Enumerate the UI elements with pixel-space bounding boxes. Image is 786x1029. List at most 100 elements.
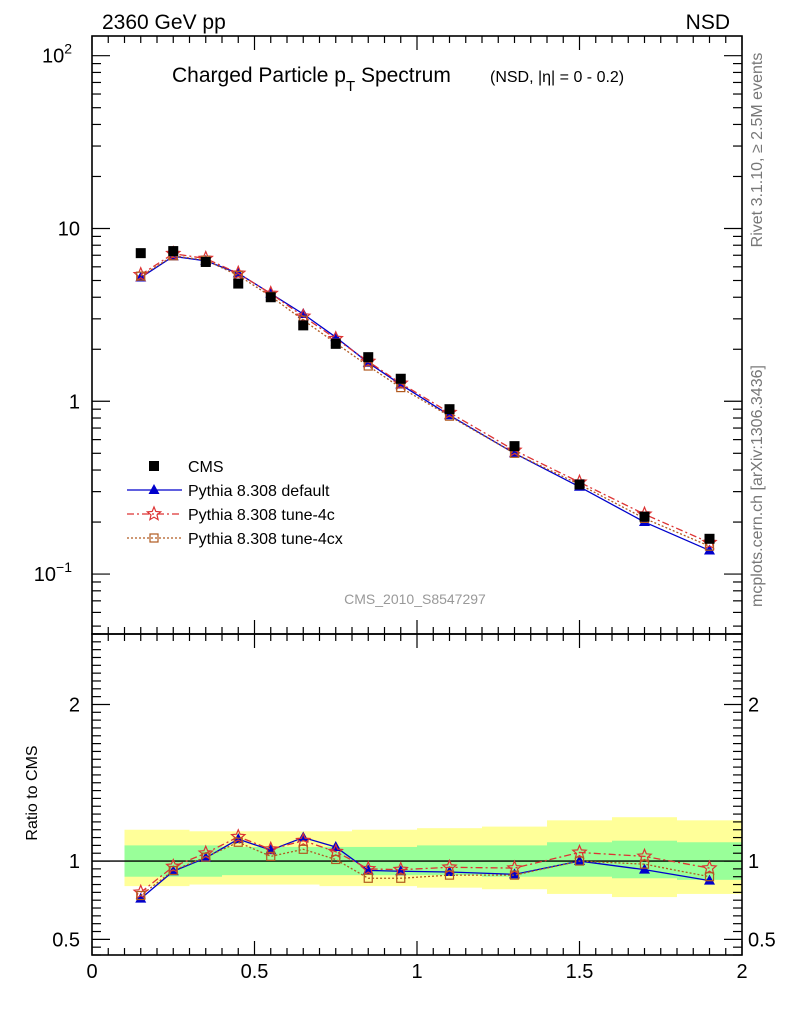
default-point [297, 307, 309, 318]
x-tick-label: 1 [411, 961, 422, 983]
tune4c-point [145, 505, 163, 521]
default-point [362, 864, 374, 875]
series-line-tune4c [140, 836, 710, 893]
x-tick-label: 2 [736, 961, 747, 983]
cms-point [509, 441, 520, 452]
ratio-y-tick-label-left: 0.5 [52, 929, 80, 951]
ratio-y-tick-label-left: 2 [69, 694, 80, 716]
tune4c-point [132, 266, 149, 282]
cms-point [395, 373, 406, 384]
default-point [704, 544, 715, 555]
default-point [148, 484, 160, 494]
tune4c-point [360, 860, 377, 876]
header-right-label: NSD [686, 11, 730, 34]
legend: CMS Pythia 8.308 default Pythia 8.308 tune… [127, 459, 343, 548]
tune4cx-point [396, 873, 406, 883]
series-tune4c [132, 245, 718, 550]
cms-point [444, 404, 455, 415]
tune4c-point [571, 843, 588, 860]
tune4cx-point [149, 533, 159, 543]
tune4cx-point [331, 854, 341, 865]
tune4c-point [165, 857, 182, 874]
tune4cx-point [509, 870, 520, 880]
y-tick-exponent: 2 [64, 41, 72, 57]
tune4c-point [197, 844, 214, 861]
tune4c-point [132, 883, 149, 900]
ratio-ylabel: Ratio to CMS [24, 745, 41, 840]
tune4c-point [392, 861, 409, 877]
analysis-label: CMS_2010_S8547297 [344, 591, 486, 607]
cms-point [265, 292, 276, 303]
ratio-y-tick-label-left: 1 [69, 851, 80, 873]
y-tick-label: 1 [69, 391, 80, 413]
header-left-label: 2360 GeV pp [102, 11, 226, 34]
ratio-y-tick-label-right: 2 [748, 694, 759, 716]
main-series-group [132, 245, 718, 555]
y-tick-exponent: −1 [56, 559, 72, 575]
default-point [135, 892, 147, 903]
tune4c-point [506, 441, 523, 458]
tune4c-point [230, 264, 247, 281]
tune4cx-point [233, 837, 243, 847]
cms-point [298, 320, 309, 331]
tune4cx-point [704, 872, 715, 882]
y-tick-label: 10−1 [34, 559, 72, 586]
y-tick-label: 10 [58, 218, 80, 240]
tune4cx-point [201, 852, 211, 862]
cms-point [168, 246, 179, 257]
series-tune4c [132, 828, 718, 900]
ratio-y-tick-label-right: 1 [748, 851, 759, 873]
series-line-tune4cx [140, 255, 710, 547]
y-tick-base: 10 [58, 218, 80, 240]
tune4cx-point [266, 851, 276, 861]
cms-point [704, 533, 715, 544]
legend-entry-cms: CMS [149, 459, 224, 476]
tune4cx-point [168, 865, 178, 876]
series-line-tune4cx [140, 841, 710, 897]
y-tick-base: 10 [42, 46, 64, 68]
y-tick-base: 1 [69, 391, 80, 413]
series-cms [135, 246, 715, 544]
series-tune4cx [136, 837, 715, 901]
legend-entry-default: Pythia 8.308 default [127, 483, 330, 500]
default-point [297, 831, 309, 842]
mcplots-label: mcplots.cern.ch [arXiv:1306.3436] [749, 365, 766, 607]
y-tick-base: 10 [34, 564, 56, 586]
tune4cx-point [444, 870, 455, 880]
legend-label: Pythia 8.308 tune-4c [188, 507, 335, 524]
tune4cx-point [136, 271, 146, 281]
plot-title-main: Charged Particle p [172, 64, 346, 87]
default-point [574, 855, 585, 866]
cms-point [639, 511, 650, 522]
ratio-frame [91, 633, 743, 956]
legend-entry-tune4cx: Pythia 8.308 tune-4cx [127, 531, 343, 548]
tune4c-point [441, 858, 458, 875]
y-tick-label: 102 [42, 41, 72, 68]
tune4cx-point [298, 844, 308, 854]
cms-point [135, 248, 146, 259]
legend-label: Pythia 8.308 tune-4cx [188, 531, 343, 548]
plot-title-extra: (NSD, |η| = 0 - 0.2) [490, 69, 624, 86]
x-tick-label: 0 [86, 961, 97, 983]
tune4c-point [327, 843, 344, 859]
ratio-y-tick-label-right: 0.5 [748, 929, 776, 951]
x-tick-label: 0.5 [241, 961, 269, 983]
tune4c-point [295, 832, 312, 848]
tune4c-point [636, 847, 653, 864]
legend-label: CMS [188, 459, 224, 476]
plot-title-subscript: T [346, 78, 355, 95]
tune4c-point [165, 245, 182, 261]
default-point [509, 868, 520, 879]
tune4cx-point [574, 856, 585, 866]
tune4cx-point [639, 859, 650, 869]
cms-point [149, 461, 159, 471]
cms-point [200, 256, 211, 267]
tune4c-point [701, 534, 718, 550]
plot-title: Charged Particle pT Spectrum [172, 64, 451, 95]
tune4c-point [230, 828, 247, 844]
plot-title-rest: Spectrum [355, 64, 451, 87]
tune4c-point [360, 352, 377, 369]
